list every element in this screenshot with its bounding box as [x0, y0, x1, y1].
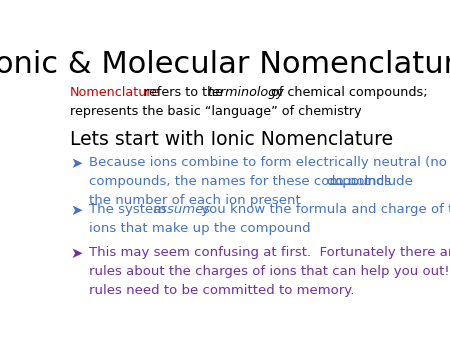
- Text: assumes: assumes: [153, 203, 211, 216]
- Text: ➤: ➤: [70, 203, 82, 218]
- Text: ions that make up the compound: ions that make up the compound: [90, 222, 311, 235]
- Text: terminology: terminology: [207, 86, 284, 99]
- Text: rules need to be committed to memory.: rules need to be committed to memory.: [90, 284, 355, 297]
- Text: rules about the charges of ions that can help you out!  These: rules about the charges of ions that can…: [90, 265, 450, 278]
- Text: include: include: [360, 175, 413, 188]
- Text: ➤: ➤: [70, 246, 82, 261]
- Text: ➤: ➤: [70, 156, 82, 171]
- Text: the number of each ion present: the number of each ion present: [90, 194, 301, 208]
- Text: Nomenclature: Nomenclature: [70, 86, 161, 99]
- Text: Lets start with Ionic Nomenclature: Lets start with Ionic Nomenclature: [70, 130, 393, 149]
- Text: refers to the: refers to the: [140, 86, 227, 99]
- Text: do not: do not: [327, 175, 369, 188]
- Text: you know the formula and charge of the: you know the formula and charge of the: [198, 203, 450, 216]
- Text: of chemical compounds;: of chemical compounds;: [267, 86, 428, 99]
- Text: The system: The system: [90, 203, 171, 216]
- Text: Ionic & Molecular Nomenclature: Ionic & Molecular Nomenclature: [0, 50, 450, 79]
- Text: compounds, the names for these compounds: compounds, the names for these compounds: [90, 175, 396, 188]
- Text: This may seem confusing at first.  Fortunately there are some: This may seem confusing at first. Fortun…: [90, 246, 450, 259]
- Text: Because ions combine to form electrically neutral (no charge): Because ions combine to form electricall…: [90, 156, 450, 169]
- Text: represents the basic “language” of chemistry: represents the basic “language” of chemi…: [70, 105, 362, 118]
